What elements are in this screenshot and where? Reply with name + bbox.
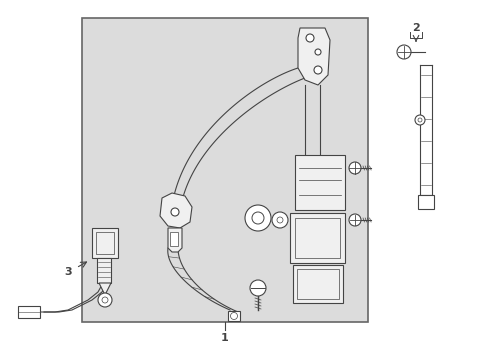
Polygon shape	[297, 28, 329, 85]
Bar	[292, 265, 342, 303]
Circle shape	[276, 217, 283, 223]
Bar	[18, 306, 40, 318]
Circle shape	[251, 212, 264, 224]
Bar	[82, 18, 367, 322]
Circle shape	[313, 66, 321, 74]
Bar	[294, 155, 345, 210]
Circle shape	[348, 162, 360, 174]
Polygon shape	[160, 193, 192, 228]
Text: 1: 1	[221, 333, 228, 343]
Circle shape	[230, 312, 237, 320]
Polygon shape	[99, 283, 111, 295]
Circle shape	[417, 118, 421, 122]
Circle shape	[314, 49, 320, 55]
Bar	[97, 258, 111, 283]
Bar	[170, 232, 178, 246]
Circle shape	[102, 297, 108, 303]
Circle shape	[348, 214, 360, 226]
Circle shape	[396, 45, 410, 59]
Text: 2: 2	[411, 23, 419, 33]
Polygon shape	[168, 228, 182, 252]
Bar	[227, 311, 240, 321]
Bar	[417, 195, 433, 209]
Circle shape	[249, 280, 265, 296]
Circle shape	[244, 205, 270, 231]
Bar	[289, 213, 345, 263]
Circle shape	[171, 208, 179, 216]
Circle shape	[271, 212, 287, 228]
Bar	[92, 228, 118, 258]
Circle shape	[414, 115, 424, 125]
Text: 3: 3	[64, 267, 72, 277]
Circle shape	[305, 34, 313, 42]
Bar	[296, 269, 338, 299]
Bar	[294, 218, 339, 258]
Circle shape	[98, 293, 112, 307]
Bar	[96, 232, 114, 254]
